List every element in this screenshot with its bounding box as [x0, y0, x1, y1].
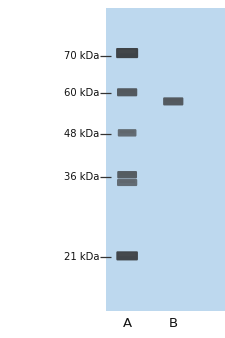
Bar [106, 8, 225, 311]
FancyBboxPatch shape [117, 88, 137, 96]
Text: 21 kDa: 21 kDa [63, 252, 99, 262]
Text: 48 kDa: 48 kDa [64, 128, 99, 139]
FancyBboxPatch shape [119, 172, 135, 175]
Text: 36 kDa: 36 kDa [64, 172, 99, 183]
FancyBboxPatch shape [117, 171, 137, 178]
FancyBboxPatch shape [119, 50, 136, 53]
FancyBboxPatch shape [165, 99, 181, 102]
FancyBboxPatch shape [117, 179, 137, 186]
FancyBboxPatch shape [119, 180, 135, 183]
FancyBboxPatch shape [163, 97, 183, 105]
Text: 60 kDa: 60 kDa [64, 88, 99, 98]
FancyBboxPatch shape [120, 130, 134, 133]
FancyBboxPatch shape [119, 90, 135, 93]
Text: A: A [123, 317, 132, 330]
FancyBboxPatch shape [116, 48, 138, 58]
Text: 70 kDa: 70 kDa [64, 51, 99, 61]
Text: B: B [169, 317, 178, 330]
FancyBboxPatch shape [118, 129, 136, 137]
FancyBboxPatch shape [116, 251, 138, 260]
FancyBboxPatch shape [119, 253, 135, 256]
